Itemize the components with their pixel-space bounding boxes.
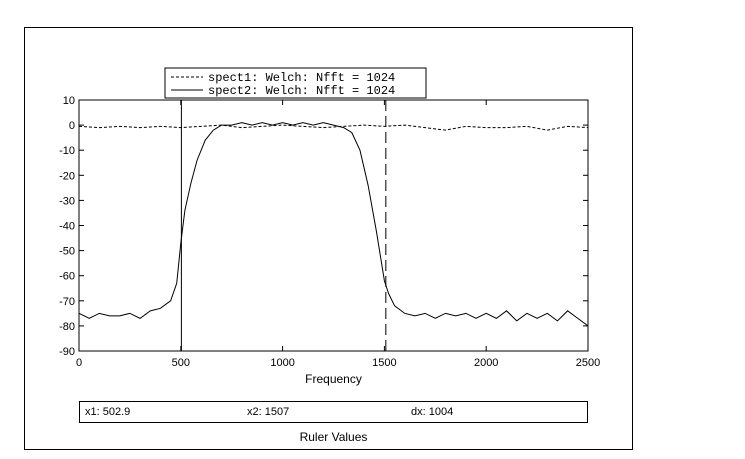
ruler-values-title: Ruler Values [299, 430, 368, 444]
legend-box [164, 67, 427, 99]
series-line-1 [79, 124, 588, 131]
ruler-values-box: x1: 502.9 x2: 1507 dx: 1004 [79, 401, 588, 423]
y-tick-label: -60 [59, 271, 75, 283]
y-tick-label: -40 [59, 221, 75, 233]
y-tick-label: 10 [63, 95, 75, 107]
x-tick-label: 2000 [474, 357, 498, 369]
plot-area [78, 99, 589, 352]
x-tick-label: 500 [172, 357, 190, 369]
y-tick-label: -20 [59, 170, 75, 182]
y-tick-label: -70 [59, 296, 75, 308]
y-tick-label: -50 [59, 246, 75, 258]
x-tick-label: 1500 [372, 357, 396, 369]
y-tick-label: -90 [59, 346, 75, 358]
ruler-dx-value: dx: 1004 [411, 406, 454, 418]
x-tick-label: 2500 [576, 357, 600, 369]
legend-label-2: spect2: Welch: Nfft = 1024 [208, 84, 395, 98]
ruler-x2-value: x2: 1507 [247, 406, 290, 418]
y-tick-label: 0 [69, 120, 75, 132]
x-axis-label: Frequency [305, 372, 362, 386]
x-tick-label: 1000 [270, 357, 294, 369]
x-tick-label: 0 [76, 357, 82, 369]
series-line-2 [79, 122, 588, 327]
y-tick-label: -80 [59, 321, 75, 333]
ruler-x1-value: x1: 502.9 [85, 406, 131, 418]
y-tick-label: -30 [59, 195, 75, 207]
y-tick-label: -10 [59, 145, 75, 157]
legend-label-1: spect1: Welch: Nfft = 1024 [208, 71, 395, 85]
